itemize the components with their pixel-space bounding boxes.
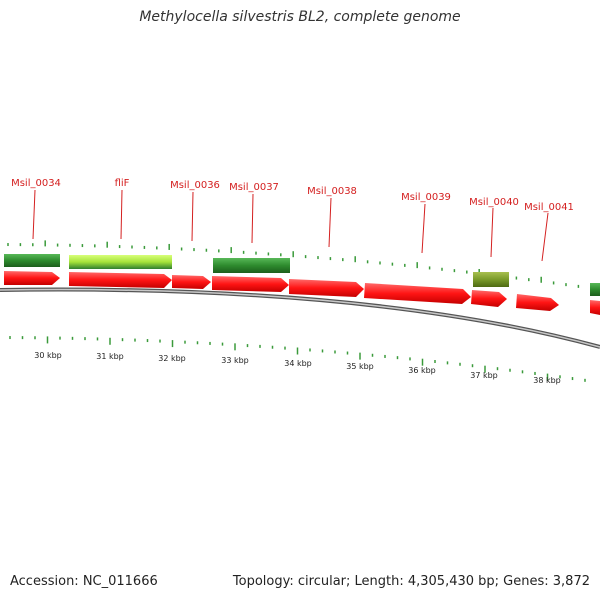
scale-label-36: 36 kbp: [408, 366, 436, 375]
leader-msil-0038: [328, 197, 332, 248]
cds-arrow-msil-0041[interactable]: [516, 294, 559, 311]
gene-label-msil-0041: Msil_0041: [524, 202, 574, 213]
gene-feature-msil-0037[interactable]: [213, 258, 290, 273]
genome-title: Methylocella silvestris BL2, complete ge…: [139, 9, 461, 25]
cds-arrow-msil-0037[interactable]: [212, 276, 289, 292]
gene-label-msil-0040: Msil_0040: [469, 197, 519, 208]
gene-label-msil-0038: Msil_0038: [307, 186, 357, 197]
cds-arrow-msil-0039[interactable]: [364, 283, 471, 304]
cds-arrow-msil-0038[interactable]: [289, 279, 364, 297]
gene-label-msil-0039: Msil_0039: [401, 192, 451, 203]
cds-arrow-msil-0034[interactable]: [4, 271, 60, 285]
topology-summary: Topology: circular; Length: 4,305,430 bp…: [232, 574, 590, 589]
scale-label-35: 35 kbp: [346, 362, 374, 371]
gene-feature-edge[interactable]: [590, 283, 600, 296]
leader-msil-0036: [191, 191, 194, 242]
leader-msil-0037: [251, 193, 254, 244]
genome-backbone-highlight: [0, 288, 600, 348]
scale-label-33: 33 kbp: [221, 356, 249, 365]
gene-label-flif: fliF: [115, 178, 130, 189]
cds-arrow-flif[interactable]: [69, 272, 172, 288]
scale-ticks: [9, 336, 586, 382]
upper-ticks: [7, 240, 592, 290]
scale-label-32: 32 kbp: [158, 354, 186, 363]
cds-arrow-msil-0036[interactable]: [172, 275, 211, 289]
accession-text: Accession: NC_011666: [10, 574, 158, 589]
gene-label-msil-0037: Msil_0037: [229, 182, 279, 193]
leader-msil-0041: [541, 212, 549, 262]
scale-label-37: 37 kbp: [470, 371, 498, 380]
gene-label-msil-0034: Msil_0034: [11, 178, 61, 189]
cds-arrow-edge[interactable]: [590, 300, 600, 315]
scale-label-34: 34 kbp: [284, 359, 312, 368]
leader-msil-0039: [421, 203, 426, 254]
gene-label-msil-0036: Msil_0036: [170, 180, 220, 191]
leader-flif: [120, 189, 123, 240]
leader-msil-0034: [32, 189, 36, 240]
scale-label-38: 38 kbp: [533, 376, 561, 385]
leader-msil-0040: [490, 207, 494, 258]
cds-arrow-msil-0040[interactable]: [471, 290, 507, 307]
gene-feature-msil-0040[interactable]: [473, 272, 509, 287]
scale-label-31: 31 kbp: [96, 352, 124, 361]
gene-feature-flif[interactable]: [69, 255, 172, 269]
gene-feature-msil-0034[interactable]: [4, 254, 60, 267]
scale-label-30: 30 kbp: [34, 351, 62, 360]
